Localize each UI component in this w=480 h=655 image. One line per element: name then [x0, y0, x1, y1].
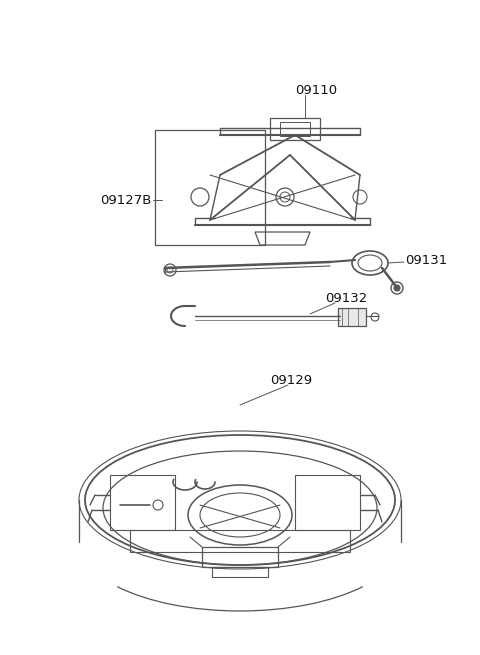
Bar	[212, 567, 268, 577]
Bar	[338, 308, 366, 326]
Bar	[280, 122, 310, 136]
Text: 09110: 09110	[295, 83, 337, 96]
Text: 09129: 09129	[270, 373, 312, 386]
Bar	[270, 118, 320, 140]
Circle shape	[167, 267, 173, 273]
Bar	[295, 475, 360, 530]
Text: 09132: 09132	[325, 291, 367, 305]
Bar	[202, 547, 278, 567]
Text: 09131: 09131	[405, 253, 447, 267]
Circle shape	[394, 285, 400, 291]
Bar	[155, 130, 265, 245]
Text: 09127B: 09127B	[100, 193, 151, 206]
Bar	[110, 475, 175, 530]
Bar	[130, 530, 350, 552]
